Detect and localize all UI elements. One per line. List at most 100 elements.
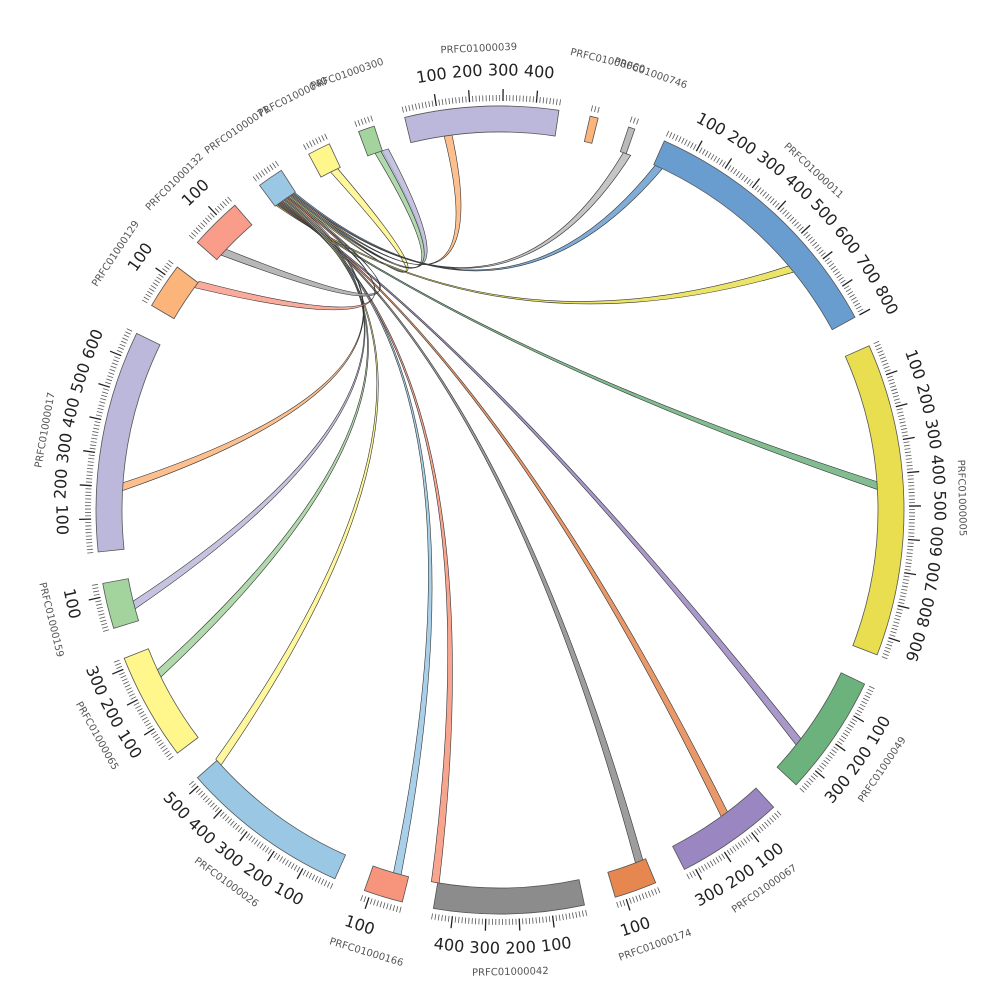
minor-tick (706, 862, 711, 868)
tick-label: 400 (184, 814, 219, 849)
minor-tick (726, 849, 731, 856)
minor-tick (87, 552, 94, 554)
ribbon-prfc01000174 (279, 201, 644, 864)
tick-label: 100 (342, 911, 377, 939)
minor-tick (732, 168, 738, 175)
minor-tick (776, 810, 782, 816)
minor-tick (756, 828, 761, 834)
major-tick (897, 604, 910, 610)
minor-tick (252, 176, 257, 182)
minor-tick (253, 839, 259, 845)
minor-tick (590, 105, 593, 112)
major-tick (126, 699, 138, 706)
minor-tick (392, 905, 396, 912)
minor-tick (847, 291, 854, 295)
major-tick (450, 916, 454, 929)
minor-tick (585, 909, 588, 916)
tick-label: 200 (913, 382, 939, 416)
minor-tick (141, 299, 148, 304)
minor-tick (138, 711, 145, 715)
minor-tick (854, 302, 860, 307)
segment-prfc01000159 (102, 578, 140, 629)
minor-tick (759, 189, 765, 195)
minor-tick (263, 168, 268, 174)
minor-tick (86, 471, 93, 473)
minor-tick (698, 867, 702, 874)
minor-tick (302, 869, 307, 876)
minor-tick (115, 662, 121, 666)
minor-tick (126, 328, 133, 332)
major-tick (888, 637, 901, 643)
minor-tick (657, 887, 661, 894)
minor-tick (581, 910, 584, 917)
minor-tick (265, 847, 270, 853)
major-tick (695, 868, 702, 881)
minor-tick (98, 404, 105, 407)
minor-tick (821, 762, 827, 767)
minor-tick (311, 874, 316, 881)
minor-tick (629, 897, 632, 904)
minor-tick (214, 208, 220, 213)
minor-tick (572, 912, 574, 919)
minor-tick (721, 161, 726, 167)
major-tick (895, 403, 908, 408)
minor-tick (906, 552, 913, 554)
minor-tick (140, 713, 146, 718)
minor-tick (806, 780, 812, 786)
minor-tick (716, 157, 721, 164)
minor-tick (903, 444, 910, 447)
minor-tick (145, 293, 151, 298)
minor-tick (143, 719, 150, 724)
tick-label: 300 (921, 417, 945, 450)
minor-tick (555, 98, 558, 105)
segment-prfc01000300 (358, 125, 383, 157)
minor-tick (594, 106, 597, 113)
minor-tick (867, 688, 874, 693)
tick-label: 700 (921, 561, 944, 594)
minor-tick (330, 883, 334, 889)
minor-tick (108, 372, 115, 375)
minor-tick (889, 382, 896, 385)
minor-tick (687, 140, 691, 147)
minor-tick (743, 838, 748, 844)
tick-layer (79, 89, 921, 931)
minor-tick (895, 614, 902, 618)
minor-tick (212, 804, 218, 810)
minor-tick (370, 115, 374, 122)
major-tick (364, 897, 370, 910)
minor-tick (804, 782, 810, 788)
major-tick (207, 205, 218, 216)
minor-tick (401, 106, 404, 113)
minor-tick (379, 901, 383, 908)
minor-tick (856, 305, 862, 310)
minor-tick (548, 915, 551, 923)
minor-tick (816, 246, 822, 252)
tick-label: 500 (807, 195, 842, 230)
minor-tick (258, 172, 263, 178)
minor-tick (458, 96, 460, 104)
minor-tick (321, 135, 325, 141)
minor-tick (125, 331, 131, 335)
minor-tick (713, 155, 718, 162)
minor-tick (812, 772, 818, 778)
minor-tick (796, 224, 802, 229)
minor-tick (843, 285, 850, 290)
minor-tick (647, 891, 651, 897)
minor-tick (772, 200, 777, 206)
minor-tick (823, 759, 829, 765)
minor-tick (367, 116, 370, 123)
minor-tick (907, 549, 914, 551)
minor-tick (764, 193, 770, 199)
minor-tick (102, 391, 109, 394)
major-tick (468, 90, 471, 103)
major-tick (296, 868, 304, 880)
minor-tick (782, 209, 787, 215)
segment-prfc01000060 (583, 115, 599, 144)
minor-tick (114, 356, 121, 360)
minor-tick (133, 702, 140, 706)
minor-tick (122, 337, 129, 341)
minor-tick (154, 279, 160, 284)
minor-tick (136, 708, 143, 712)
minor-tick (771, 815, 777, 821)
ribbon-layer (122, 134, 878, 884)
